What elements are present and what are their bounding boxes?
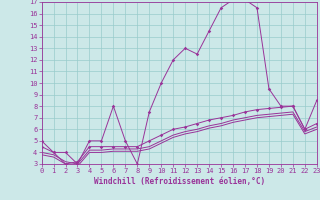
X-axis label: Windchill (Refroidissement éolien,°C): Windchill (Refroidissement éolien,°C) xyxy=(94,177,265,186)
